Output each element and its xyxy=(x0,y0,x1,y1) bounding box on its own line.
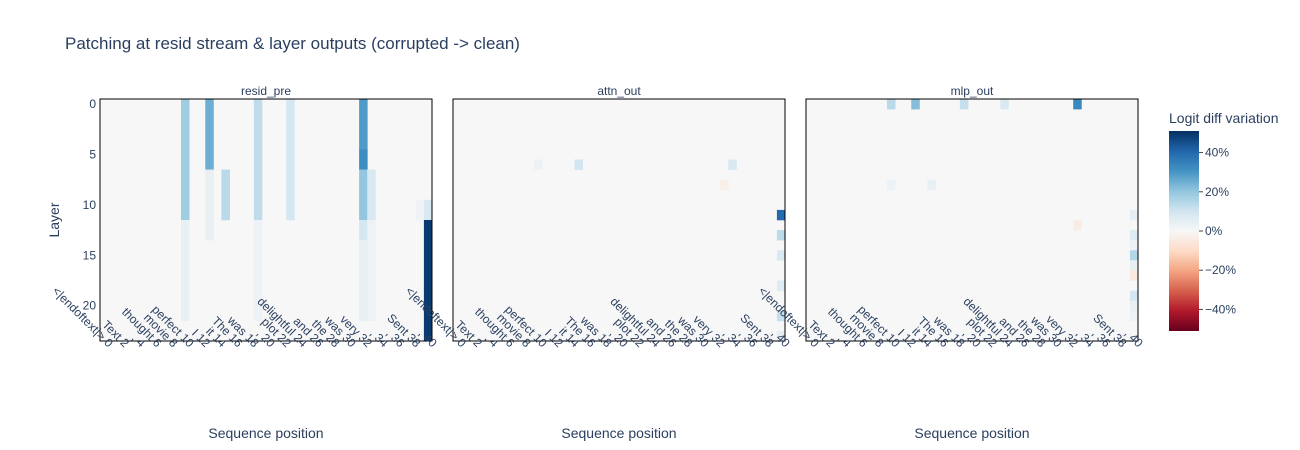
heatmap-background xyxy=(453,99,785,341)
heatmap-cell xyxy=(886,179,896,191)
heatmap-cell xyxy=(205,99,214,170)
heatmap-cell xyxy=(180,99,190,221)
panel-frame xyxy=(99,98,433,342)
heatmap-background xyxy=(806,99,1138,341)
heatmap-background xyxy=(100,99,432,341)
heatmap-cell xyxy=(423,199,433,221)
heatmap-cell xyxy=(959,99,969,110)
heatmap-cell xyxy=(1129,240,1139,251)
y-tick-label: 0 xyxy=(89,97,96,111)
heatmap-cell xyxy=(1073,220,1082,231)
heatmap-cell xyxy=(911,99,920,110)
x-axis-title: Sequence position xyxy=(208,425,323,441)
heatmap-cell xyxy=(180,220,190,322)
heatmap-cell xyxy=(1129,230,1139,241)
heatmap-cell xyxy=(776,310,786,322)
heatmap-cell xyxy=(359,169,368,221)
heatmap-cell xyxy=(1129,209,1139,221)
heatmap-cell xyxy=(1129,300,1139,312)
heatmap-cell xyxy=(1129,250,1139,261)
subplot-title: attn_out xyxy=(597,84,641,98)
chart-title: Patching at resid stream & layer outputs… xyxy=(65,34,520,53)
heatmap-cell xyxy=(720,179,729,191)
y-tick-label: 15 xyxy=(83,248,97,262)
heatmap-cell xyxy=(253,220,263,322)
colorbar-tick-label: 20% xyxy=(1205,185,1229,199)
heatmap-cell xyxy=(359,240,368,322)
heatmap-cell xyxy=(776,209,786,221)
x-axis-title: Sequence position xyxy=(914,425,1029,441)
y-axis-title: Layer xyxy=(46,202,62,237)
colorbar-title: Logit diff variation xyxy=(1169,110,1279,126)
heatmap-cell xyxy=(728,159,737,170)
heatmap-cell xyxy=(367,220,376,322)
heatmap-cell xyxy=(1129,310,1139,322)
heatmap-cell xyxy=(1129,290,1139,301)
heatmap-cell xyxy=(533,159,543,170)
heatmap-cell xyxy=(776,330,786,342)
colorbar-tick-label: −20% xyxy=(1205,263,1236,277)
heatmap-cell xyxy=(359,220,368,241)
heatmap-cell xyxy=(574,159,583,170)
panel-frame xyxy=(805,98,1139,342)
colorbar-tick-label: 0% xyxy=(1205,224,1223,238)
heatmap-cell xyxy=(359,149,368,170)
x-axis-title: Sequence position xyxy=(561,425,676,441)
heatmap-cell xyxy=(1073,99,1082,110)
heatmap-cell xyxy=(1129,270,1139,281)
heatmap-cell xyxy=(205,169,214,241)
y-tick-label: 20 xyxy=(83,299,97,313)
panel-frame xyxy=(452,98,786,342)
heatmap-cell xyxy=(415,199,425,221)
colorbar-tick-label: −40% xyxy=(1205,302,1236,316)
heatmap-cell xyxy=(423,220,433,342)
subplot-title: resid_pre xyxy=(241,84,291,98)
heatmap-cell xyxy=(927,179,936,191)
heatmap-cell xyxy=(776,280,786,291)
heatmap-cell xyxy=(253,99,263,221)
heatmap-cell xyxy=(286,99,295,221)
heatmap-cell xyxy=(776,250,786,261)
heatmap-cell xyxy=(886,99,896,110)
heatmap-cell xyxy=(367,169,376,221)
colorbar xyxy=(1169,131,1199,331)
heatmap-cell xyxy=(221,169,230,221)
y-tick-label: 5 xyxy=(89,147,96,161)
colorbar-tick-label: 40% xyxy=(1205,146,1229,160)
heatmap-cell xyxy=(776,230,786,241)
heatmap-cell xyxy=(359,99,368,150)
heatmap-cell xyxy=(1129,260,1139,271)
subplot-title: mlp_out xyxy=(951,84,994,98)
heatmap-cell xyxy=(1000,99,1009,110)
y-tick-label: 10 xyxy=(83,198,97,212)
